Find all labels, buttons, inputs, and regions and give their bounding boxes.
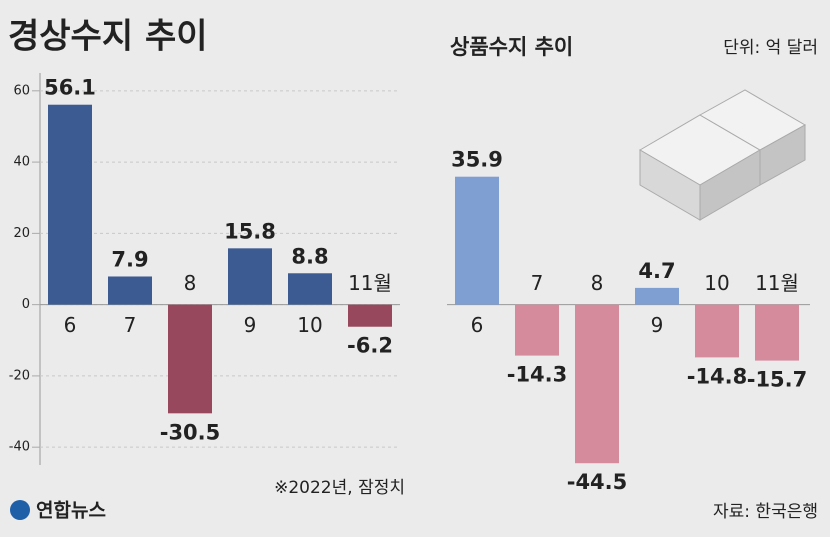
money-side xyxy=(759,124,806,186)
bar xyxy=(635,287,679,305)
value-label: 7.9 xyxy=(111,247,148,271)
unit-label: 단위: 억 달러 xyxy=(723,38,818,58)
y-tick-label: -20 xyxy=(9,368,30,383)
value-label: -44.5 xyxy=(567,470,628,494)
value-label: 35.9 xyxy=(451,148,503,172)
bar xyxy=(755,304,799,361)
note: ※2022년, 잠정치 xyxy=(274,478,405,498)
x-tick-label: 9 xyxy=(244,313,257,337)
money-icon xyxy=(639,89,807,221)
x-tick-label: 11월 xyxy=(755,271,799,295)
value-label: -14.3 xyxy=(507,363,568,387)
x-tick-label: 7 xyxy=(531,271,544,295)
bar xyxy=(168,304,212,414)
x-tick-label: 10 xyxy=(704,271,729,295)
bar xyxy=(695,304,739,358)
bar xyxy=(455,176,499,305)
bar xyxy=(48,104,92,305)
x-tick-label: 10 xyxy=(297,313,322,337)
x-tick-label: 8 xyxy=(591,271,604,295)
value-label: 8.8 xyxy=(291,244,328,268)
bar xyxy=(515,304,559,356)
logo: 연합뉴스 xyxy=(36,500,106,522)
y-tick-label: 0 xyxy=(22,297,30,312)
value-label: -30.5 xyxy=(160,420,221,444)
y-tick-label: 40 xyxy=(13,155,30,170)
value-label: -6.2 xyxy=(347,334,393,358)
bar xyxy=(108,276,152,305)
x-tick-label: 7 xyxy=(124,313,137,337)
x-tick-label: 8 xyxy=(184,271,197,295)
value-label: -15.7 xyxy=(747,368,808,392)
value-label: 4.7 xyxy=(638,259,675,283)
bar xyxy=(575,304,619,464)
logo-icon xyxy=(10,500,30,520)
x-tick-label: 11월 xyxy=(348,271,392,295)
sub-title: 상품수지 추이 xyxy=(450,35,573,59)
x-tick-label: 9 xyxy=(651,313,664,337)
y-tick-label: 60 xyxy=(13,83,30,98)
bar xyxy=(228,248,272,305)
bar xyxy=(348,304,392,327)
value-label: 56.1 xyxy=(44,76,96,100)
value-label: 15.8 xyxy=(224,219,276,243)
x-tick-label: 6 xyxy=(471,313,484,337)
bar xyxy=(288,273,332,305)
y-tick-label: -40 xyxy=(9,440,30,455)
y-tick-label: 20 xyxy=(13,226,30,241)
value-label: -14.8 xyxy=(687,364,748,388)
main-title: 경상수지 추이 xyxy=(8,17,208,57)
x-tick-label: 6 xyxy=(64,313,77,337)
source: 자료: 한국은행 xyxy=(713,502,818,522)
